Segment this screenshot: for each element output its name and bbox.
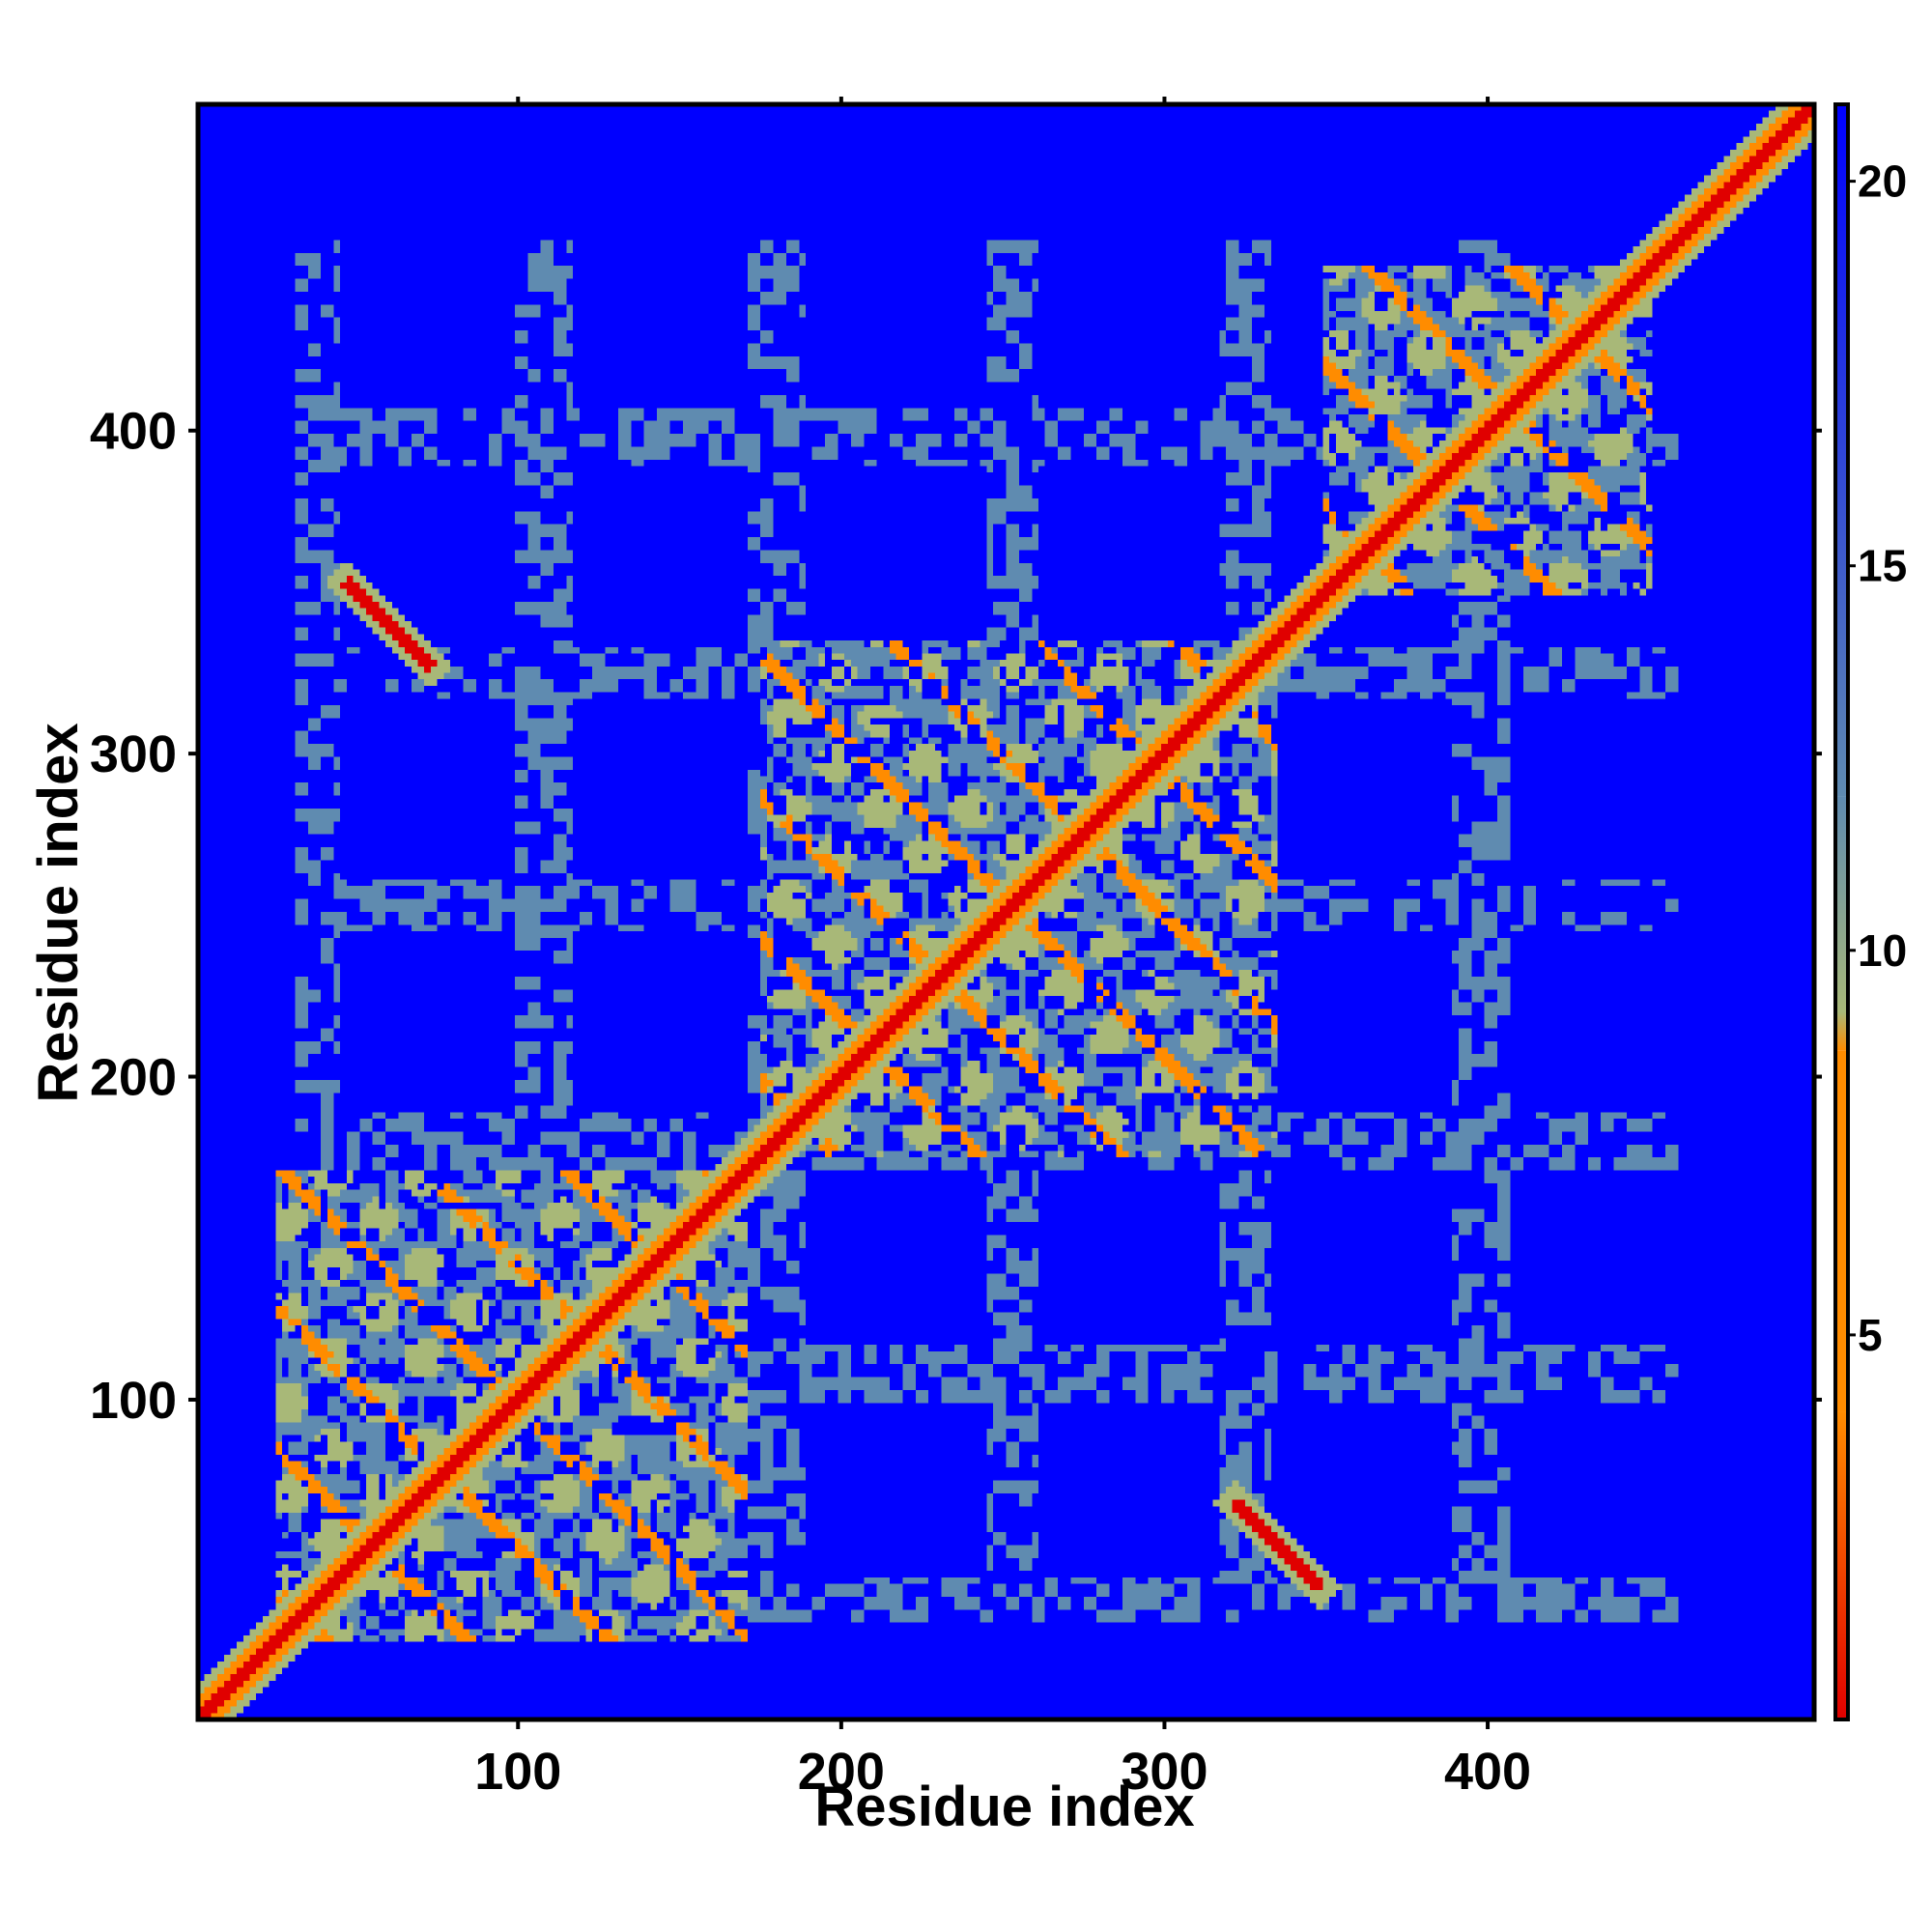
y-axis-label: Residue index <box>27 723 90 1102</box>
colorbar-tick-label-10: 10 <box>1858 925 1907 976</box>
heatmap-plot-area <box>198 104 1814 1719</box>
y-tick-label-100: 100 <box>90 1372 177 1430</box>
colorbar: 5 10 15 20 <box>1833 102 1907 1721</box>
x-tick-label-100: 100 <box>474 1743 561 1801</box>
x-tick-label-200: 200 <box>798 1743 885 1801</box>
colorbar-segment-3 <box>1835 796 1848 1012</box>
x-tick-label-300: 300 <box>1121 1743 1208 1801</box>
heatmap-cells <box>198 104 1814 1719</box>
colorbar-segment-2 <box>1835 1011 1848 1051</box>
colorbar-tick-label-15: 15 <box>1858 541 1907 591</box>
colorbar-tick-label-5: 5 <box>1858 1310 1883 1360</box>
colorbar-segment-1 <box>1835 1050 1848 1412</box>
colorbar-segment-4 <box>1835 104 1848 797</box>
colorbar-frame <box>1833 102 1850 1721</box>
colorbar-tick-label-20: 20 <box>1858 156 1907 207</box>
y-tick-label-300: 300 <box>90 725 177 783</box>
y-tick-label-400: 400 <box>90 403 177 461</box>
x-tick-label-400: 400 <box>1444 1743 1531 1801</box>
plot-frame <box>195 101 1817 1722</box>
axes: 100 200 300 400 100 200 300 400 <box>90 97 1822 1801</box>
x-axis-label: Residue index <box>814 1776 1194 1838</box>
colorbar-segment-0 <box>1835 1411 1848 1719</box>
y-tick-label-200: 200 <box>90 1049 177 1107</box>
